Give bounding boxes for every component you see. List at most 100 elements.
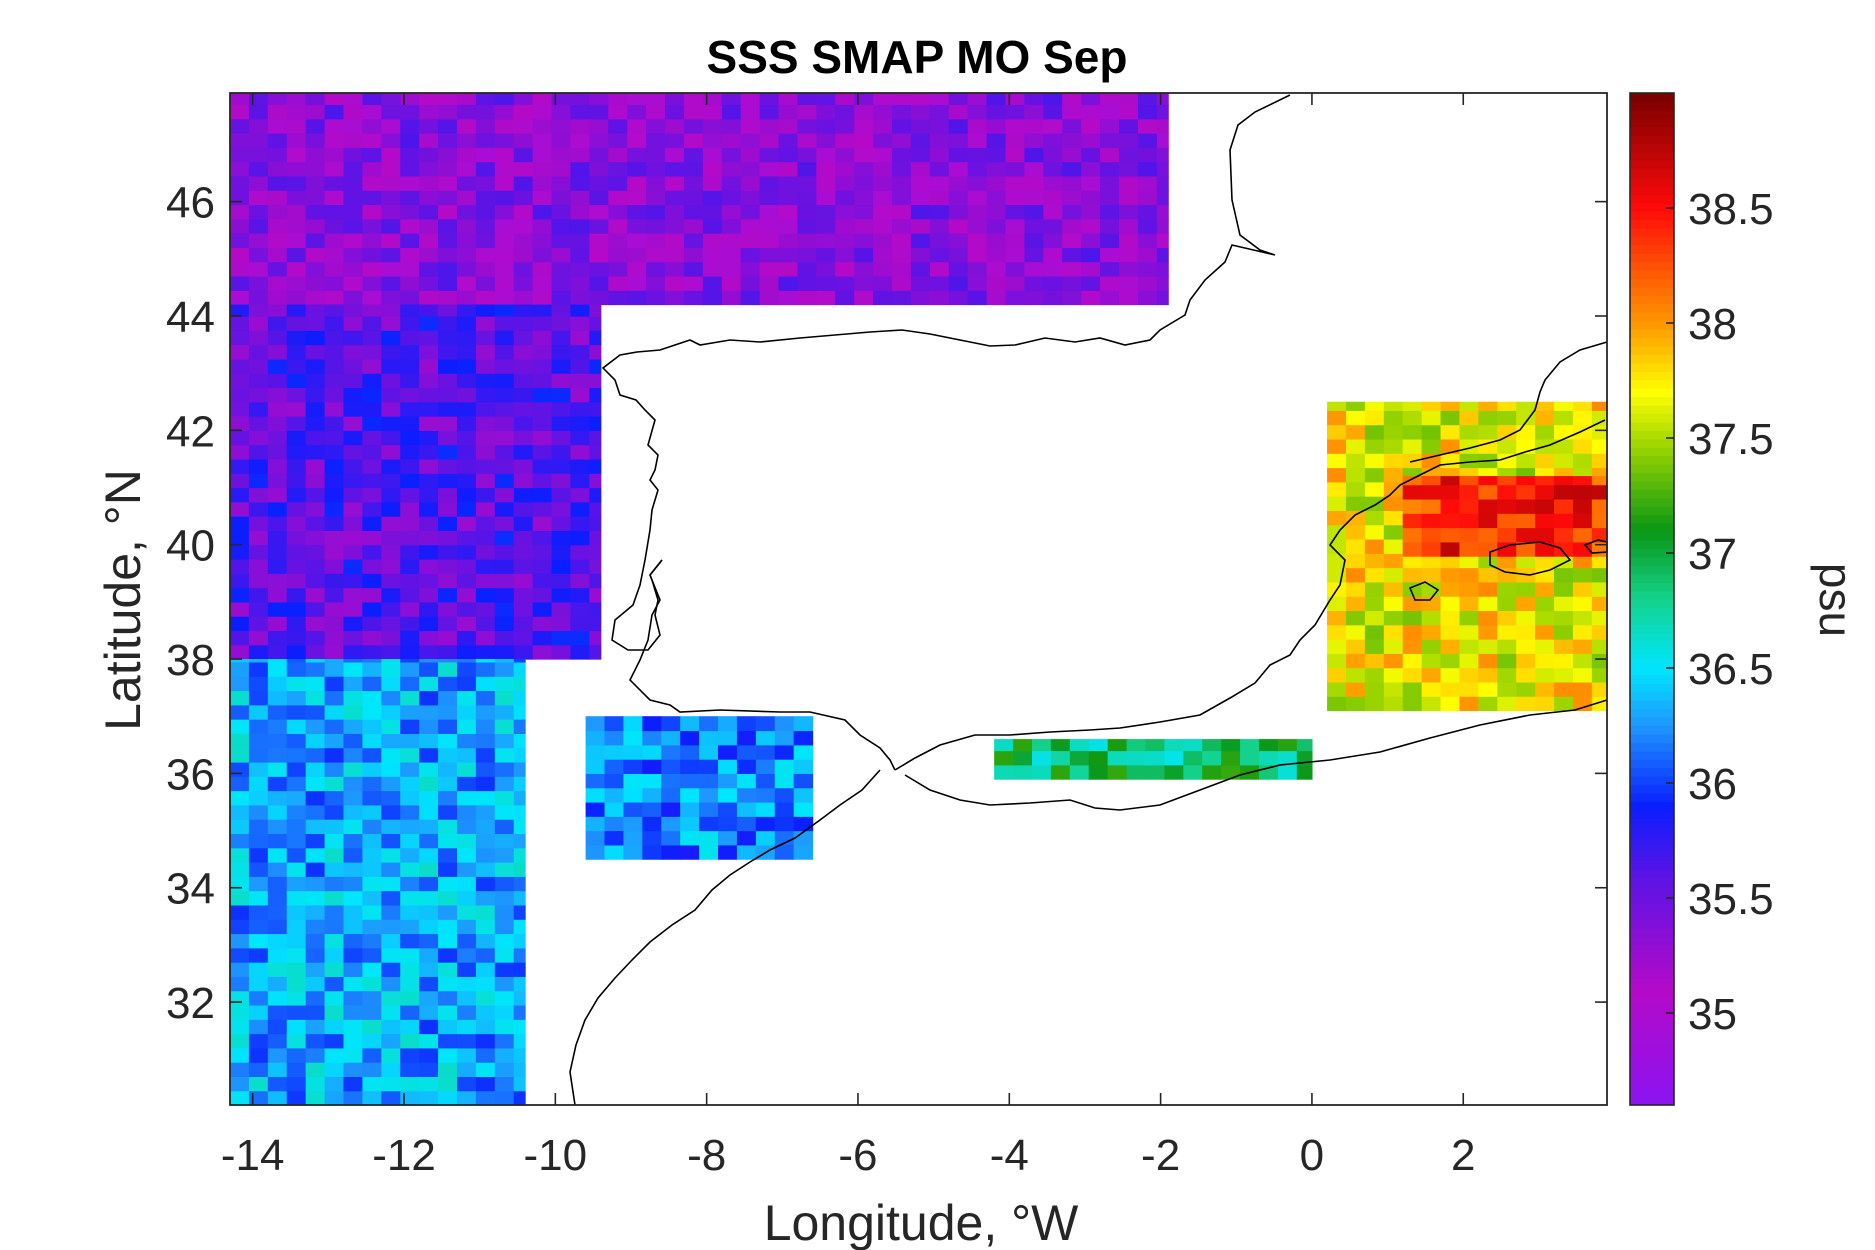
salinity-cell xyxy=(683,247,704,263)
colorbar-segment xyxy=(1630,270,1674,280)
salinity-cell xyxy=(286,487,307,503)
colorbar-segment xyxy=(1630,565,1674,575)
salinity-cell xyxy=(1258,750,1279,766)
salinity-cell xyxy=(1591,696,1608,712)
salinity-cell xyxy=(1516,513,1536,529)
salinity-cell xyxy=(513,933,526,949)
salinity-cell xyxy=(1364,453,1385,469)
salinity-cell xyxy=(343,175,364,191)
salinity-cell xyxy=(661,787,681,803)
salinity-cell xyxy=(604,830,625,846)
salinity-cell xyxy=(343,573,364,589)
salinity-cell xyxy=(400,430,420,446)
salinity-cell xyxy=(362,790,382,806)
salinity-cell xyxy=(793,716,814,732)
salinity-cell xyxy=(1459,553,1479,569)
salinity-cell xyxy=(551,290,572,306)
salinity-cell xyxy=(589,530,602,546)
salinity-cell xyxy=(419,304,439,317)
salinity-cell xyxy=(1478,401,1498,411)
salinity-cell xyxy=(305,704,326,720)
salinity-cell xyxy=(324,776,345,792)
salinity-cell xyxy=(305,1004,326,1020)
salinity-cell xyxy=(494,516,515,531)
salinity-cell xyxy=(267,261,288,277)
salinity-cell xyxy=(513,573,534,589)
salinity-cell xyxy=(438,776,458,792)
salinity-cell xyxy=(494,776,515,792)
salinity-cell xyxy=(774,787,795,803)
salinity-cell xyxy=(267,558,288,574)
salinity-cell xyxy=(494,218,515,234)
salinity-cell xyxy=(910,118,931,134)
salinity-cell xyxy=(585,759,606,774)
salinity-cell xyxy=(305,93,326,106)
salinity-cell xyxy=(438,473,458,489)
salinity-cell xyxy=(362,190,382,206)
salinity-cell xyxy=(248,761,269,777)
colorbar-segment xyxy=(1630,405,1674,414)
salinity-cell xyxy=(736,744,757,760)
salinity-cell xyxy=(230,976,250,992)
y-axis-label: Latitude, °N xyxy=(95,469,151,731)
salinity-cell xyxy=(1005,118,1026,134)
salinity-cell xyxy=(1554,476,1574,486)
salinity-cell xyxy=(343,430,364,446)
salinity-cell xyxy=(324,558,345,574)
salinity-cell xyxy=(892,204,912,220)
salinity-cell xyxy=(1277,764,1298,780)
salinity-cell xyxy=(1364,696,1385,712)
salinity-cell xyxy=(456,976,477,992)
salinity-cell xyxy=(419,458,439,474)
salinity-cell xyxy=(343,458,364,474)
salinity-cell xyxy=(343,833,364,849)
salinity-cell xyxy=(623,730,643,746)
salinity-cell xyxy=(551,387,572,403)
salinity-cell xyxy=(570,501,590,517)
salinity-cell xyxy=(419,516,439,531)
salinity-cell xyxy=(381,118,401,134)
salinity-cell xyxy=(456,261,477,277)
salinity-cell xyxy=(740,190,761,206)
salinity-cell xyxy=(438,218,458,234)
salinity-cell xyxy=(494,690,515,706)
salinity-cell xyxy=(1402,567,1423,583)
salinity-cell xyxy=(419,290,439,306)
salinity-cell xyxy=(324,133,345,148)
salinity-cell xyxy=(475,416,496,431)
salinity-cell xyxy=(793,816,814,832)
salinity-cell xyxy=(1421,681,1442,697)
salinity-cell xyxy=(230,1047,250,1063)
salinity-cell xyxy=(456,175,477,191)
salinity-cell xyxy=(248,315,269,331)
salinity-cell xyxy=(1497,653,1517,669)
salinity-cell xyxy=(513,947,526,963)
salinity-cell xyxy=(1459,653,1479,669)
salinity-cell xyxy=(532,147,553,163)
salinity-cell xyxy=(400,233,420,248)
salinity-cell xyxy=(759,247,780,263)
salinity-cell xyxy=(718,716,738,732)
salinity-cell xyxy=(456,630,477,646)
salinity-cell xyxy=(1478,527,1498,543)
salinity-cell xyxy=(438,573,458,589)
salinity-cell xyxy=(438,976,458,992)
salinity-cell xyxy=(381,819,401,835)
salinity-cell xyxy=(967,218,988,234)
salinity-cell xyxy=(513,719,526,734)
salinity-cell xyxy=(324,833,345,849)
salinity-cell xyxy=(1421,667,1442,683)
salinity-cell xyxy=(661,759,681,774)
salinity-cell xyxy=(835,93,855,106)
salinity-cell xyxy=(381,444,401,460)
salinity-cell xyxy=(419,601,439,617)
salinity-cell xyxy=(343,275,364,291)
salinity-cell xyxy=(994,750,1014,766)
salinity-cell xyxy=(324,1090,345,1106)
salinity-cell xyxy=(305,976,326,992)
salinity-cell xyxy=(362,344,382,360)
salinity-cell xyxy=(343,990,364,1006)
salinity-cell xyxy=(305,247,326,263)
